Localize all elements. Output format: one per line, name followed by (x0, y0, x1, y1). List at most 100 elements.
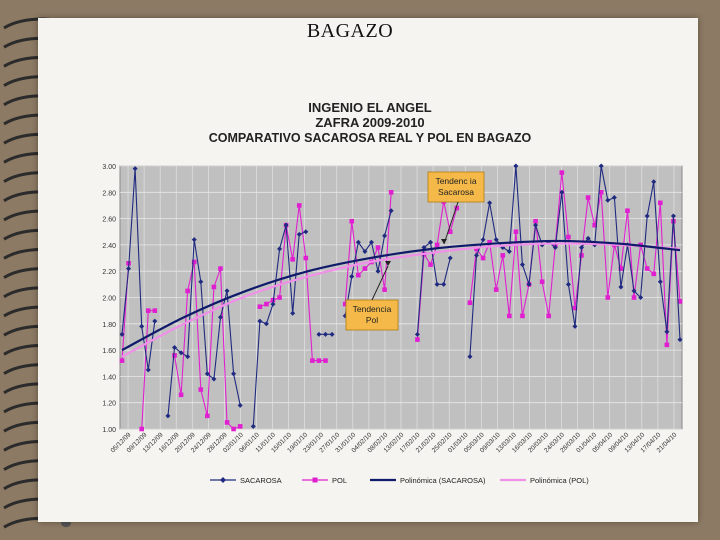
pol-point (152, 308, 158, 313)
sacarosa-point (296, 231, 302, 237)
sacarosa-point (355, 239, 361, 245)
legend-label: SACAROSA (240, 476, 282, 485)
pol-point (598, 190, 604, 195)
legend-label: Polinómica (SACAROSA) (400, 476, 486, 485)
pol-point (500, 253, 506, 258)
pol-point (218, 266, 223, 271)
sacarosa-point (467, 354, 473, 360)
chart-container: INGENIO EL ANGEL ZAFRA 2009-2010 COMPARATI… (80, 96, 690, 496)
pol-point (618, 266, 624, 271)
legend-marker (312, 477, 318, 483)
legend-label: POL (332, 476, 347, 485)
pol-point (264, 301, 269, 307)
pol-point (631, 295, 637, 300)
slide-title: BAGAZO (306, 20, 394, 42)
callout-pol-arrowhead (385, 261, 391, 266)
pol-point (605, 295, 611, 300)
callout-pol-box (345, 299, 399, 331)
legend-marker (220, 477, 226, 483)
sacarosa-point (250, 423, 256, 429)
pol-point (277, 295, 282, 300)
sacarosa-point (559, 189, 565, 195)
sacarosa-point (493, 237, 499, 243)
pol-point (546, 313, 552, 319)
sacarosa-point (473, 252, 479, 258)
pol-point (434, 242, 440, 248)
pol-point (356, 272, 361, 278)
pol-point (520, 313, 525, 319)
callout-sacarosa-arrow (443, 201, 459, 245)
pol-point (198, 387, 204, 392)
sacarosa-point (651, 179, 657, 185)
sacarosa-point (283, 222, 289, 228)
pol-point (237, 424, 243, 429)
sacarosa-point (382, 233, 388, 239)
sacarosa-point (579, 245, 585, 251)
sacarosa-point (185, 354, 191, 360)
sacarosa-point (598, 163, 604, 169)
y-tick-label: 2.60 (102, 217, 116, 224)
sacarosa-point (644, 213, 650, 219)
pol-point (592, 222, 597, 228)
pol-point (658, 200, 663, 206)
sacarosa-point (526, 281, 532, 287)
sacarosa-point (670, 213, 676, 219)
pol-point (566, 234, 571, 240)
sacarosa-point (198, 279, 204, 285)
sacarosa-point (165, 413, 171, 419)
sacarosa-point (428, 239, 434, 245)
pol-point (119, 358, 125, 363)
pol-point (172, 353, 177, 358)
sacarosa-point (480, 237, 486, 243)
pol-point (677, 299, 683, 304)
sacarosa-point (323, 331, 329, 337)
sacarosa-point (368, 239, 374, 245)
pol-point (145, 308, 151, 313)
sacarosa-point (434, 281, 440, 287)
sacarosa-point (329, 331, 335, 337)
pol-point (493, 287, 499, 292)
sacarosa-point (677, 337, 683, 343)
sacarosa-point (126, 266, 132, 272)
callout-pol-text: Tendencia (353, 304, 392, 314)
chart-title-line: ZAFRA 2009-2010 (315, 115, 424, 130)
sacarosa-point (172, 344, 178, 350)
pol-point (257, 304, 263, 310)
pol-point (507, 313, 512, 319)
sacarosa-point (178, 350, 184, 356)
sacarosa-point (152, 318, 158, 324)
pol-point (303, 255, 309, 261)
pol-point (139, 426, 144, 432)
y-tick-label: 1.20 (102, 401, 116, 408)
pol-point (625, 208, 630, 214)
pol-point (362, 266, 368, 271)
pol-point (474, 246, 479, 252)
pol-point (231, 426, 236, 432)
callout-pol-arrow (371, 265, 389, 301)
callout-pol-text: Pol (366, 315, 378, 325)
sacarosa-point (263, 321, 269, 327)
sacarosa-point (375, 268, 381, 274)
sacarosa-point (414, 331, 420, 337)
y-tick-label: 1.80 (102, 322, 116, 329)
pol-point (572, 305, 578, 311)
pol-point (579, 253, 584, 258)
sacarosa-point (290, 310, 296, 316)
sacarosa-point (618, 284, 624, 290)
sacarosa-point (139, 323, 145, 329)
sacarosa-point (605, 197, 611, 203)
pol-point (211, 284, 217, 290)
sacarosa-point (132, 166, 138, 172)
pol-point (185, 288, 190, 294)
pol-point (447, 229, 453, 235)
pol-point (651, 271, 657, 277)
pol-point (487, 239, 492, 245)
sacarosa-point (631, 288, 637, 294)
sacarosa-point (388, 208, 394, 214)
pol-point (454, 205, 460, 211)
pol-point (428, 262, 433, 267)
pol-point (480, 255, 486, 261)
pol-point (296, 203, 302, 208)
sacarosa-point (519, 262, 525, 268)
